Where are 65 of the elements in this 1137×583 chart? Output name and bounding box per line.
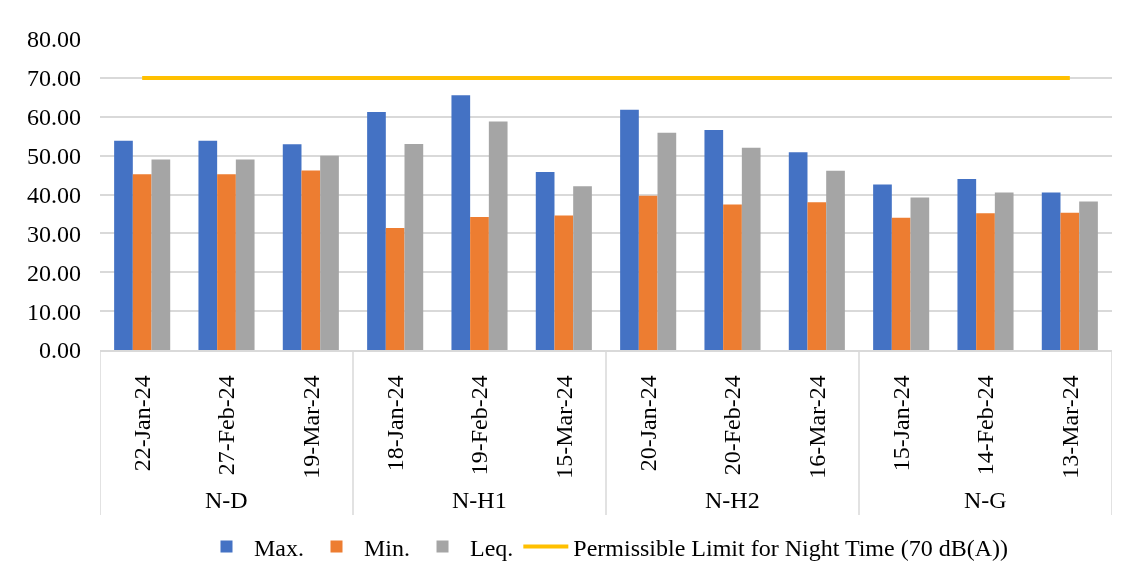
bar [1060, 212, 1080, 350]
bar [282, 144, 302, 350]
legend-label: Min. [364, 534, 411, 561]
text: N-D [205, 487, 248, 513]
bar [1041, 192, 1061, 350]
y-tick-label: 0.00 [39, 337, 81, 364]
bar [910, 197, 930, 350]
bar [488, 121, 508, 350]
bar [620, 109, 639, 350]
bar [404, 143, 424, 350]
bar [573, 186, 592, 350]
y-tick-label: 40.00 [27, 181, 81, 208]
bar [723, 204, 742, 350]
bar [114, 140, 133, 350]
bar [535, 171, 555, 350]
bar [741, 147, 761, 350]
x-tick-label: 18-Jan-24 [381, 375, 408, 472]
bar [1079, 201, 1098, 350]
bar [217, 174, 236, 350]
bar [132, 174, 152, 350]
bar [320, 155, 339, 350]
x-tick-label: 20-Feb-24 [719, 375, 746, 476]
x-tick-label: 13-Mar-24 [1056, 375, 1083, 479]
bar [657, 132, 677, 350]
y-tick-label: 80.00 [27, 26, 81, 53]
bar [367, 112, 386, 350]
legend-label: Leq. [470, 534, 514, 561]
bar [151, 159, 171, 350]
x-tick-label: 15-Jan-24 [887, 375, 914, 472]
bar [826, 170, 845, 350]
bar [451, 95, 471, 350]
x-tick-label: 19-Mar-24 [297, 375, 324, 479]
bar [198, 140, 218, 350]
bar [994, 192, 1014, 350]
bar [873, 184, 892, 350]
bar [235, 159, 255, 350]
x-tick-label: 14-Feb-24 [972, 375, 999, 476]
y-tick-label: 50.00 [27, 143, 81, 170]
legend-label: Max. [254, 534, 304, 561]
bar [301, 170, 321, 350]
text: N-G [964, 487, 1007, 513]
x-tick-label: 16-Mar-24 [803, 375, 830, 479]
bar [957, 178, 977, 350]
y-tick-label: 10.00 [27, 298, 81, 325]
text: N-H2 [705, 487, 760, 513]
x-tick-label: 19-Feb-24 [466, 375, 493, 476]
bar [638, 195, 658, 350]
bar [976, 213, 995, 350]
x-tick-label: 22-Jan-24 [128, 375, 155, 472]
y-tick-label: 70.00 [27, 65, 81, 92]
x-tick-label: 15-Mar-24 [550, 375, 577, 479]
x-tick-label: 20-Jan-24 [634, 375, 661, 472]
bar [807, 202, 827, 350]
bar [385, 227, 405, 350]
legend-label: Permissible Limit for Night Time (70 dB(A)) [573, 534, 1008, 561]
text: N-H1 [452, 487, 507, 513]
bar [470, 217, 489, 350]
bar [788, 152, 808, 350]
bar [554, 215, 574, 350]
y-tick-label: 30.00 [27, 220, 81, 247]
y-tick-label: 20.00 [27, 259, 81, 286]
y-tick-label: 60.00 [27, 104, 81, 131]
bar [891, 217, 911, 350]
x-tick-label: 27-Feb-24 [213, 375, 240, 476]
bar [704, 129, 724, 350]
